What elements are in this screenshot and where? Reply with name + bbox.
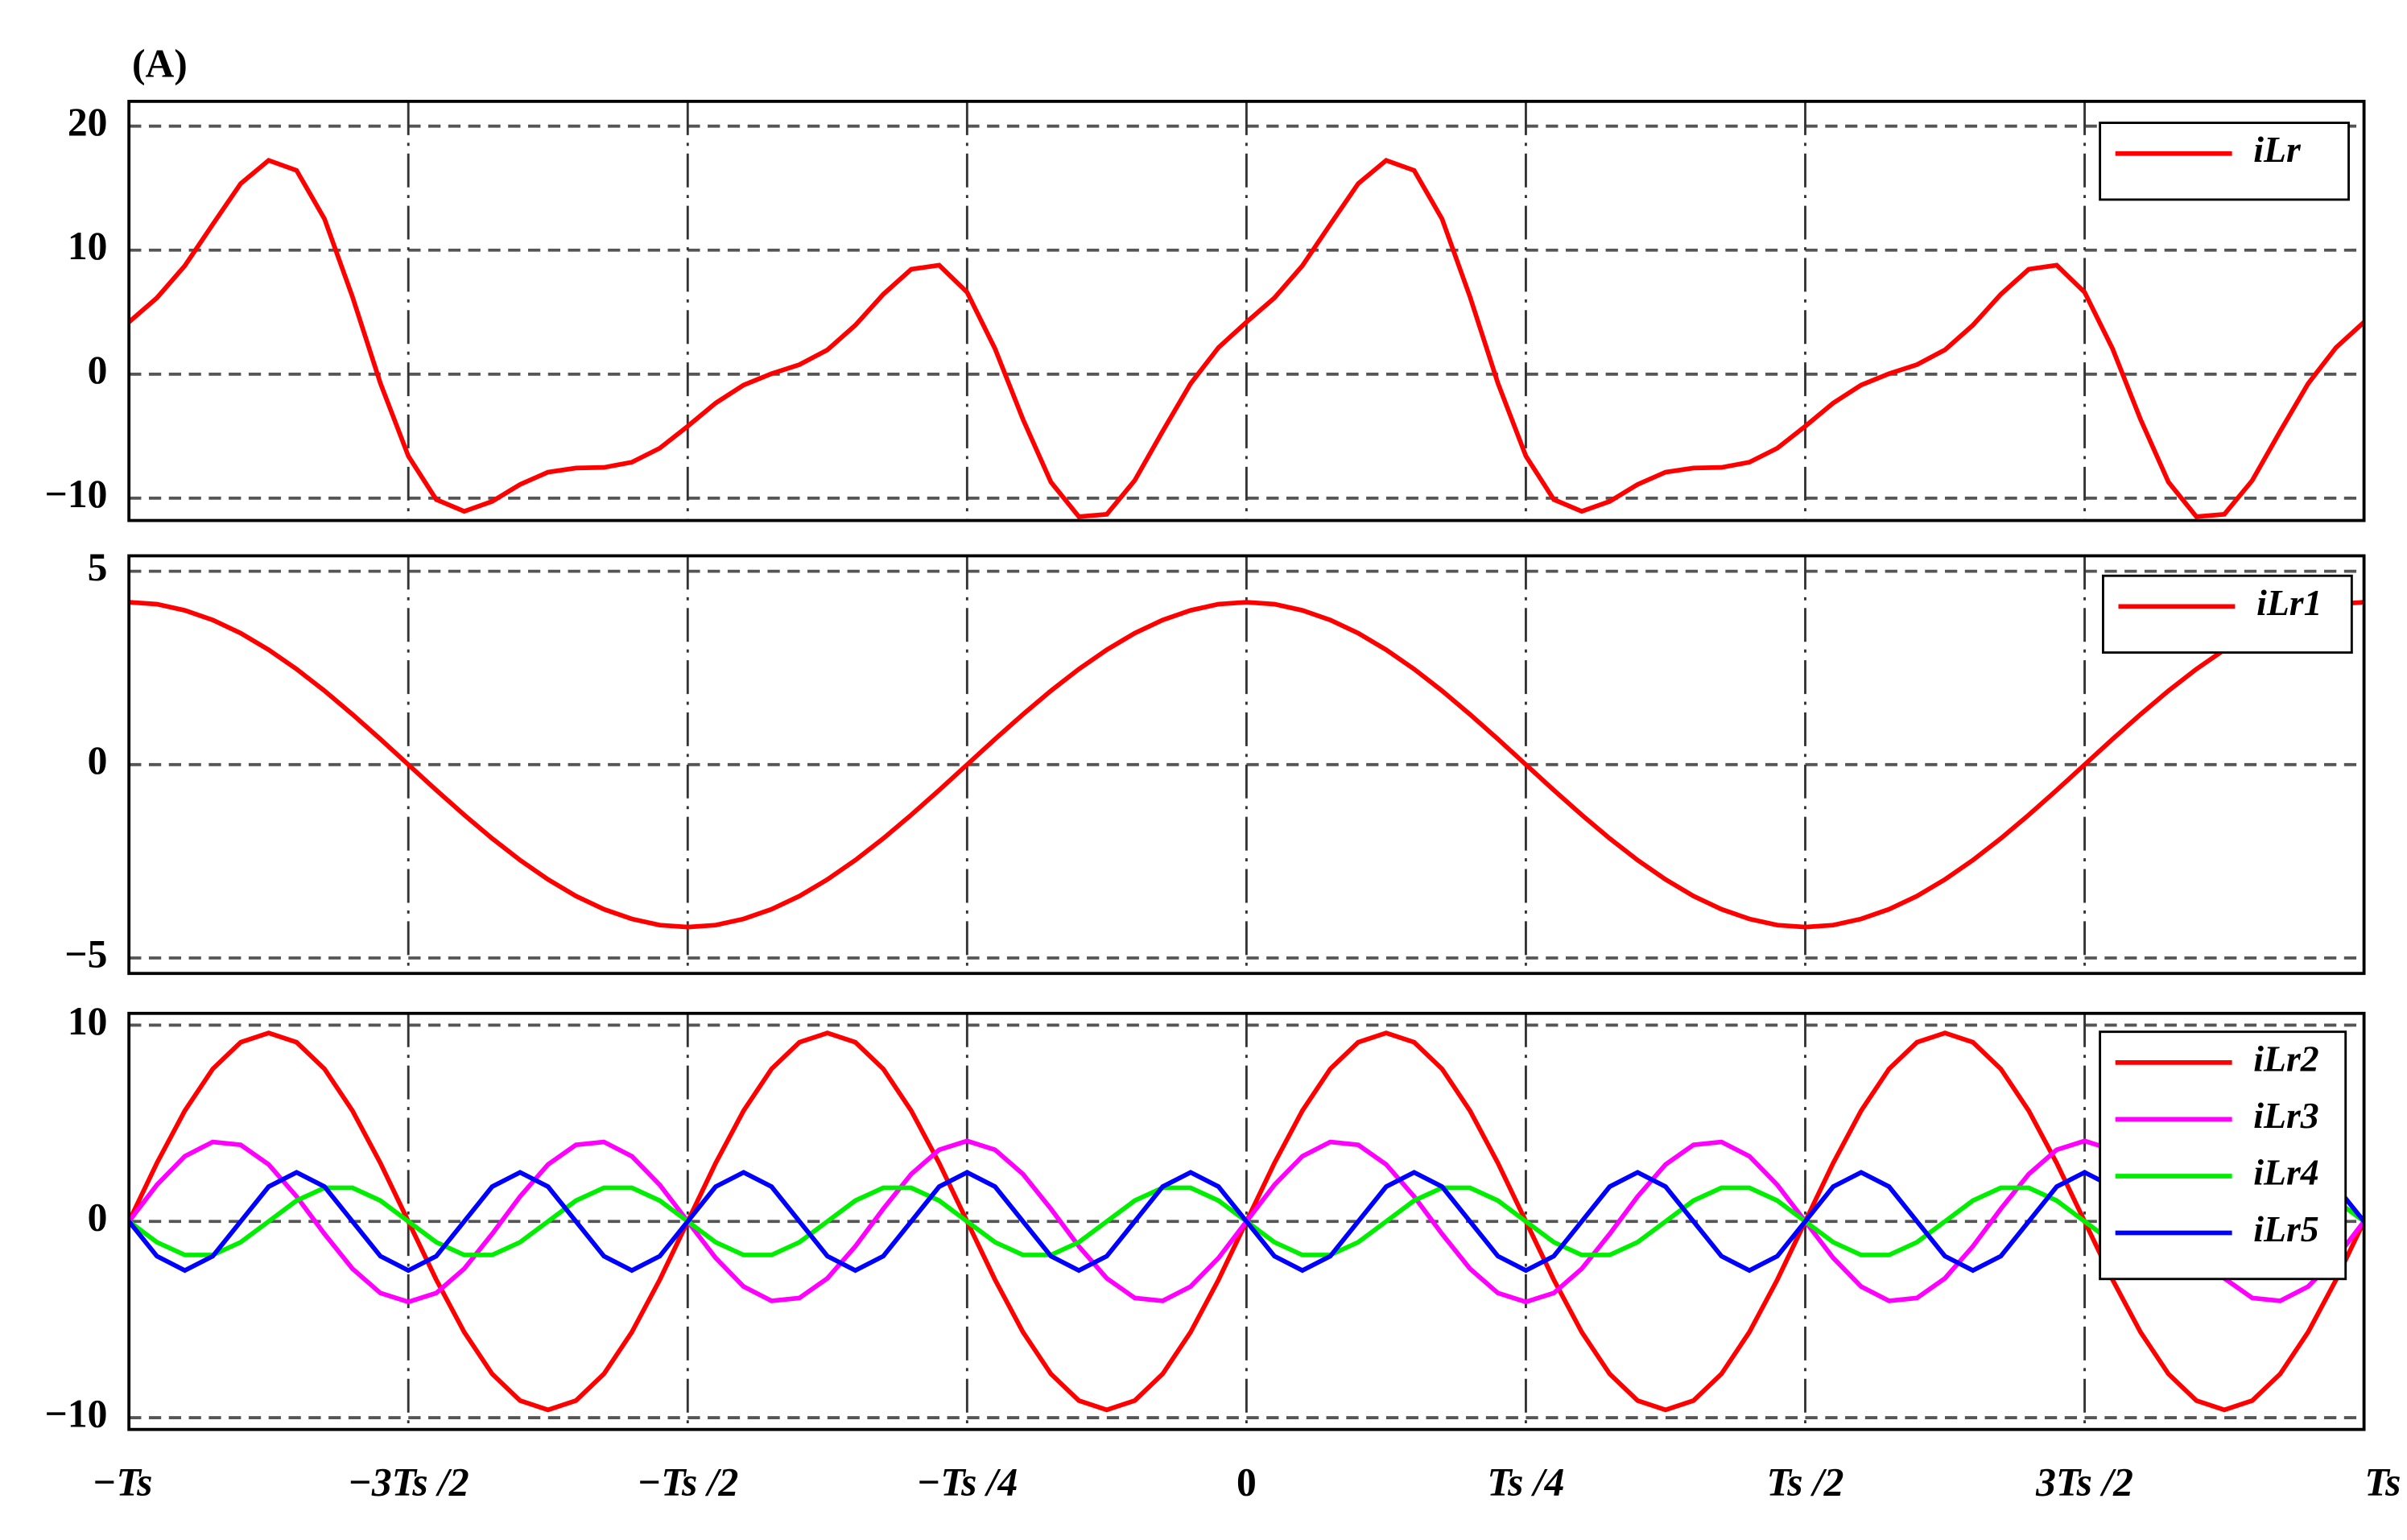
x-tick-label: −Ts /4: [916, 1460, 1018, 1505]
series-line: [129, 1170, 2364, 1274]
legend-label: iLr5: [2253, 1208, 2318, 1249]
x-tick-label: 3Ts /2: [2035, 1460, 2133, 1505]
legend-box: [2099, 122, 2350, 201]
legend-label: iLr2: [2253, 1038, 2318, 1079]
series-line: [129, 600, 2364, 930]
legend-box: [2099, 1030, 2347, 1281]
legend-label: iLr3: [2253, 1095, 2318, 1136]
legend-label: iLr: [2253, 129, 2302, 170]
x-tick-label: Ts /4: [1487, 1460, 1564, 1505]
y-tick-label: 5: [88, 545, 108, 589]
x-tick-label: 0: [1237, 1460, 1257, 1505]
chart-title: (A): [132, 41, 188, 85]
y-tick-label: 0: [88, 348, 108, 392]
series-line: [129, 157, 2364, 519]
y-tick-label: 10: [68, 224, 108, 268]
y-tick-label: 0: [88, 738, 108, 782]
x-tick-label: −3Ts /2: [348, 1460, 469, 1505]
y-tick-label: 20: [68, 100, 108, 144]
x-tick-label: Ts /2: [1767, 1460, 1844, 1505]
legend-box: [2102, 574, 2353, 654]
x-tick-label: −Ts /2: [637, 1460, 738, 1505]
y-tick-label: −5: [64, 931, 107, 976]
legend-label: iLr4: [2253, 1151, 2318, 1192]
y-tick-label: −10: [45, 1391, 108, 1435]
y-tick-label: 10: [68, 999, 108, 1043]
plot-frame: [127, 99, 2366, 522]
y-tick-label: −10: [45, 472, 108, 516]
plot-frame: [127, 1011, 2366, 1431]
legend-label: iLr1: [2256, 582, 2322, 623]
plot-frame: [127, 554, 2366, 976]
y-tick-label: 0: [88, 1195, 108, 1240]
x-tick-label: −Ts: [92, 1460, 152, 1505]
x-tick-label: Ts: [2364, 1460, 2401, 1505]
